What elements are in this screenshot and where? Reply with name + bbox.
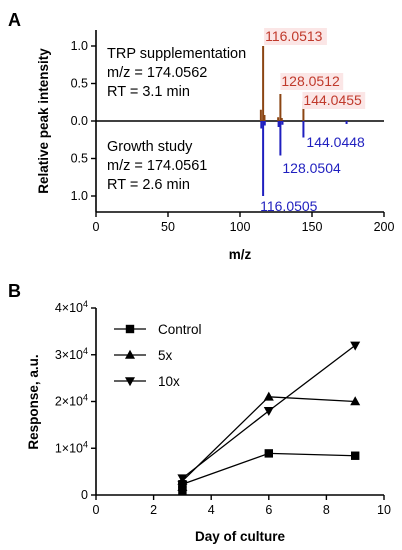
- panel-b-x-tick-label: 8: [323, 503, 330, 517]
- panel-a-label: A: [8, 10, 21, 30]
- mass-spectrum-peaks: 116.0513 128.0512 144.0455 144.0448 128.0504…: [259, 28, 366, 214]
- data-point: [350, 341, 361, 351]
- panel-b-y-tick-label: 1×104: [55, 439, 88, 455]
- panel-b-y-tick-label: 3×104: [55, 346, 88, 362]
- top-peak-label-bg: [280, 73, 344, 90]
- panel-b-y-tick-label: 2×104: [55, 393, 88, 409]
- annotation-top-line1: TRP supplementation: [107, 46, 246, 62]
- panel-b-y-ticks: 0 1×104 2×104 3×104 4×104: [55, 299, 96, 502]
- panel-a-y-tick-label: 0.0: [71, 114, 88, 128]
- data-point: [263, 407, 274, 417]
- data-point: [263, 391, 274, 401]
- top-peak-label: 128.0512: [281, 73, 340, 89]
- legend-label: 10x: [158, 374, 180, 389]
- top-peak-label-bg: [264, 28, 327, 45]
- data-point: [177, 474, 188, 484]
- legend: Control 5x 10x: [114, 322, 202, 389]
- data-point: [350, 396, 361, 406]
- panel-a-y-tick-label: 0.5: [71, 77, 88, 91]
- panel-a-y-tick-label: 1.0: [71, 189, 88, 203]
- legend-marker: [125, 324, 135, 334]
- panel-a-y-tick-label: 1.0: [71, 39, 88, 53]
- legend-label: Control: [158, 322, 202, 337]
- annotation-bottom-line2: m/z = 174.0561: [107, 158, 207, 174]
- series-line: [181, 452, 356, 491]
- panel-a-x-axis-title: m/z: [229, 247, 252, 262]
- annotation-bottom-line3: RT = 2.6 min: [107, 177, 190, 193]
- data-point: [264, 449, 273, 458]
- panel-b-label: B: [8, 281, 21, 301]
- data-point: [177, 480, 188, 490]
- panel-a-x-tick-label: 150: [302, 220, 323, 234]
- panel-a-x-tick-label: 100: [230, 220, 251, 234]
- panel-a-x-tick-label: 200: [374, 220, 395, 234]
- panel-b-y-axis-title: Response, a.u.: [26, 354, 41, 449]
- legend-marker: [125, 377, 135, 387]
- bottom-peak-label: 116.0505: [260, 198, 318, 214]
- panel-a-x-tick-label: 0: [93, 220, 100, 234]
- panel-b-x-tick-label: 2: [150, 503, 157, 517]
- panel-a-y-axis-title: Relative peak intensity: [36, 48, 51, 194]
- panel-b-x-tick-label: 10: [377, 503, 391, 517]
- panel-a-y-tick-label: 0.5: [71, 152, 88, 166]
- annotation-top-line3: RT = 3.1 min: [107, 84, 190, 100]
- legend-marker: [125, 349, 135, 359]
- panel-b-x-axis-title: Day of culture: [195, 529, 286, 544]
- panel-b-x-tick-label: 4: [208, 503, 215, 517]
- annotation-top-line2: m/z = 174.0562: [107, 65, 207, 81]
- data-point: [351, 451, 360, 460]
- panel-b-y-tick-label: 0: [81, 488, 88, 502]
- panel-a-x-tick-label: 50: [161, 220, 175, 234]
- panel-b-x-tick-label: 0: [93, 503, 100, 517]
- top-peak-label: 144.0455: [303, 92, 362, 108]
- annotation-bottom-line1: Growth study: [107, 139, 193, 155]
- panel-b-x-tick-label: 6: [265, 503, 272, 517]
- series-lines: [177, 341, 361, 495]
- panel-b-y-tick-label: 4×104: [55, 299, 88, 315]
- top-peak-label-bg: [302, 92, 366, 109]
- legend-label: 5x: [158, 348, 173, 363]
- top-peak-label: 116.0513: [265, 28, 323, 44]
- bottom-peak-label: 144.0448: [306, 134, 365, 150]
- bottom-peak-label: 128.0504: [282, 160, 341, 176]
